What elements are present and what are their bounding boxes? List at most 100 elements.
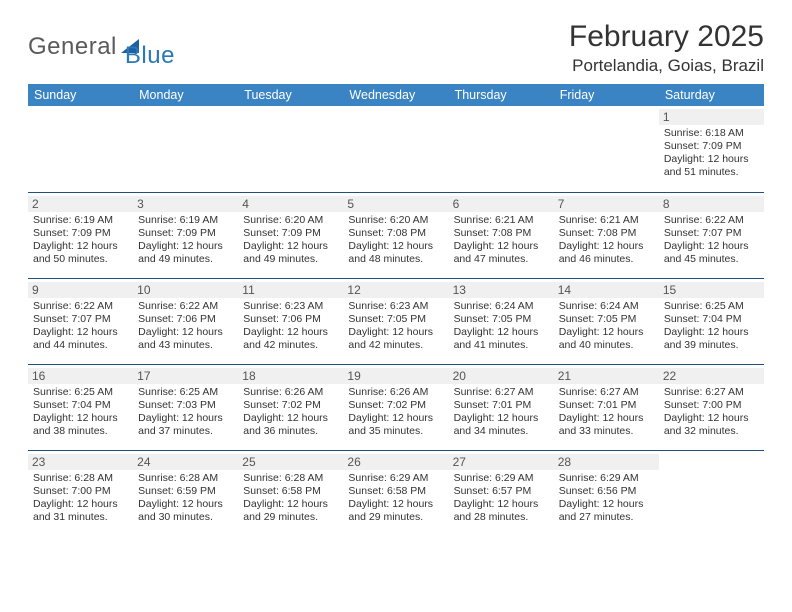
sunset-text: Sunset: 7:08 PM — [454, 227, 549, 240]
calendar-cell: 10Sunrise: 6:22 AMSunset: 7:06 PMDayligh… — [133, 278, 238, 364]
sunset-text: Sunset: 7:07 PM — [664, 227, 759, 240]
calendar-cell: 7 Sunrise: 6:21 AMSunset: 7:08 PMDaylight… — [554, 192, 659, 278]
sunrise-text: Sunrise: 6:22 AM — [33, 300, 128, 313]
daylight-text: Daylight: 12 hours and 34 minutes. — [454, 412, 549, 438]
calendar-cell: . — [238, 106, 343, 192]
day-number: 15 — [659, 282, 764, 298]
day-info: Sunrise: 6:27 AMSunset: 7:00 PMDaylight:… — [664, 386, 759, 439]
sunset-text: Sunset: 7:01 PM — [454, 399, 549, 412]
sunrise-text: Sunrise: 6:23 AM — [348, 300, 443, 313]
sunset-text: Sunset: 7:02 PM — [243, 399, 338, 412]
daylight-text: Daylight: 12 hours and 50 minutes. — [33, 240, 128, 266]
calendar-cell: . — [554, 106, 659, 192]
sunrise-text: Sunrise: 6:25 AM — [33, 386, 128, 399]
calendar-cell: 19Sunrise: 6:26 AMSunset: 7:02 PMDayligh… — [343, 364, 448, 450]
calendar-cell: 5 Sunrise: 6:20 AMSunset: 7:08 PMDaylight… — [343, 192, 448, 278]
sunset-text: Sunset: 7:08 PM — [348, 227, 443, 240]
day-info: Sunrise: 6:22 AMSunset: 7:07 PMDaylight:… — [33, 300, 128, 353]
day-number: 20 — [449, 368, 554, 384]
calendar-cell: 23 Sunrise: 6:28 AMSunset: 7:00 PMDayligh… — [28, 450, 133, 536]
daylight-text: Daylight: 12 hours and 31 minutes. — [33, 498, 128, 524]
daylight-text: Daylight: 12 hours and 41 minutes. — [454, 326, 549, 352]
sunset-text: Sunset: 7:05 PM — [454, 313, 549, 326]
day-info: Sunrise: 6:28 AMSunset: 6:59 PMDaylight:… — [138, 472, 233, 525]
day-info: Sunrise: 6:23 AMSunset: 7:06 PMDaylight:… — [243, 300, 338, 353]
calendar-cell: 28 Sunrise: 6:29 AMSunset: 6:56 PMDayligh… — [554, 450, 659, 536]
sunset-text: Sunset: 7:00 PM — [33, 485, 128, 498]
daylight-text: Daylight: 12 hours and 46 minutes. — [559, 240, 654, 266]
day-info: Sunrise: 6:28 AMSunset: 6:58 PMDaylight:… — [243, 472, 338, 525]
day-info: Sunrise: 6:28 AMSunset: 7:00 PMDaylight:… — [33, 472, 128, 525]
sunset-text: Sunset: 6:58 PM — [243, 485, 338, 498]
day-info: Sunrise: 6:19 AMSunset: 7:09 PMDaylight:… — [33, 214, 128, 267]
sunset-text: Sunset: 7:03 PM — [138, 399, 233, 412]
day-info: Sunrise: 6:27 AMSunset: 7:01 PMDaylight:… — [454, 386, 549, 439]
daylight-text: Daylight: 12 hours and 45 minutes. — [664, 240, 759, 266]
dow-row: Sunday Monday Tuesday Wednesday Thursday… — [28, 84, 764, 106]
sunset-text: Sunset: 7:09 PM — [664, 140, 759, 153]
sunrise-text: Sunrise: 6:26 AM — [243, 386, 338, 399]
day-number: 7 — [554, 196, 659, 212]
day-info: Sunrise: 6:23 AMSunset: 7:05 PMDaylight:… — [348, 300, 443, 353]
day-number: 5 — [343, 196, 448, 212]
calendar-cell: 12 Sunrise: 6:23 AMSunset: 7:05 PMDayligh… — [343, 278, 448, 364]
calendar-week: ......1Sunrise: 6:18 AMSunset: 7:09 PMDa… — [28, 106, 764, 192]
calendar-cell: 9 Sunrise: 6:22 AMSunset: 7:07 PMDaylight… — [28, 278, 133, 364]
day-number: 28 — [554, 454, 659, 470]
calendar-cell: . — [659, 450, 764, 536]
sunrise-text: Sunrise: 6:22 AM — [664, 214, 759, 227]
sunset-text: Sunset: 7:02 PM — [348, 399, 443, 412]
dow-sun: Sunday — [28, 84, 133, 106]
header: General Blue February 2025 Portelandia, … — [28, 20, 764, 76]
daylight-text: Daylight: 12 hours and 43 minutes. — [138, 326, 233, 352]
day-info: Sunrise: 6:22 AMSunset: 7:07 PMDaylight:… — [664, 214, 759, 267]
sunset-text: Sunset: 7:07 PM — [33, 313, 128, 326]
sunrise-text: Sunrise: 6:29 AM — [559, 472, 654, 485]
calendar-cell: 24Sunrise: 6:28 AMSunset: 6:59 PMDayligh… — [133, 450, 238, 536]
day-number: 9 — [28, 282, 133, 298]
sunrise-text: Sunrise: 6:28 AM — [138, 472, 233, 485]
day-info: Sunrise: 6:20 AMSunset: 7:08 PMDaylight:… — [348, 214, 443, 267]
daylight-text: Daylight: 12 hours and 47 minutes. — [454, 240, 549, 266]
sunrise-text: Sunrise: 6:21 AM — [454, 214, 549, 227]
daylight-text: Daylight: 12 hours and 37 minutes. — [138, 412, 233, 438]
calendar-week: 23Sunrise: 6:28 AMSunset: 7:00 PMDayligh… — [28, 450, 764, 536]
day-number: 23 — [28, 454, 133, 470]
calendar-cell: 8 Sunrise: 6:22 AMSunset: 7:07 PMDaylight… — [659, 192, 764, 278]
month-title: February 2025 — [569, 20, 764, 54]
sunrise-text: Sunrise: 6:26 AM — [348, 386, 443, 399]
logo-text-1: General — [28, 33, 117, 61]
sunset-text: Sunset: 7:00 PM — [664, 399, 759, 412]
day-info: Sunrise: 6:21 AMSunset: 7:08 PMDaylight:… — [559, 214, 654, 267]
day-info: Sunrise: 6:21 AMSunset: 7:08 PMDaylight:… — [454, 214, 549, 267]
calendar-cell: . — [449, 106, 554, 192]
sunset-text: Sunset: 7:09 PM — [243, 227, 338, 240]
dow-wed: Wednesday — [343, 84, 448, 106]
calendar-week: 2Sunrise: 6:19 AMSunset: 7:09 PMDaylight… — [28, 192, 764, 278]
sunset-text: Sunset: 7:04 PM — [33, 399, 128, 412]
day-info: Sunrise: 6:25 AMSunset: 7:04 PMDaylight:… — [33, 386, 128, 439]
sunset-text: Sunset: 7:05 PM — [559, 313, 654, 326]
day-number: 6 — [449, 196, 554, 212]
sunrise-text: Sunrise: 6:19 AM — [138, 214, 233, 227]
sunrise-text: Sunrise: 6:27 AM — [664, 386, 759, 399]
calendar-cell: 6 Sunrise: 6:21 AMSunset: 7:08 PMDaylight… — [449, 192, 554, 278]
sunset-text: Sunset: 6:58 PM — [348, 485, 443, 498]
day-number: 12 — [343, 282, 448, 298]
calendar-week: 16Sunrise: 6:25 AMSunset: 7:04 PMDayligh… — [28, 364, 764, 450]
day-info: Sunrise: 6:29 AMSunset: 6:56 PMDaylight:… — [559, 472, 654, 525]
calendar-cell: . — [133, 106, 238, 192]
sunset-text: Sunset: 7:06 PM — [138, 313, 233, 326]
sunrise-text: Sunrise: 6:27 AM — [454, 386, 549, 399]
day-number: 13 — [449, 282, 554, 298]
day-info: Sunrise: 6:20 AMSunset: 7:09 PMDaylight:… — [243, 214, 338, 267]
daylight-text: Daylight: 12 hours and 48 minutes. — [348, 240, 443, 266]
dow-fri: Friday — [554, 84, 659, 106]
calendar-cell: 16Sunrise: 6:25 AMSunset: 7:04 PMDayligh… — [28, 364, 133, 450]
day-number: 8 — [659, 196, 764, 212]
sunrise-text: Sunrise: 6:24 AM — [559, 300, 654, 313]
calendar-cell: 2Sunrise: 6:19 AMSunset: 7:09 PMDaylight… — [28, 192, 133, 278]
daylight-text: Daylight: 12 hours and 32 minutes. — [664, 412, 759, 438]
sunset-text: Sunset: 6:59 PM — [138, 485, 233, 498]
calendar-cell: 13Sunrise: 6:24 AMSunset: 7:05 PMDayligh… — [449, 278, 554, 364]
